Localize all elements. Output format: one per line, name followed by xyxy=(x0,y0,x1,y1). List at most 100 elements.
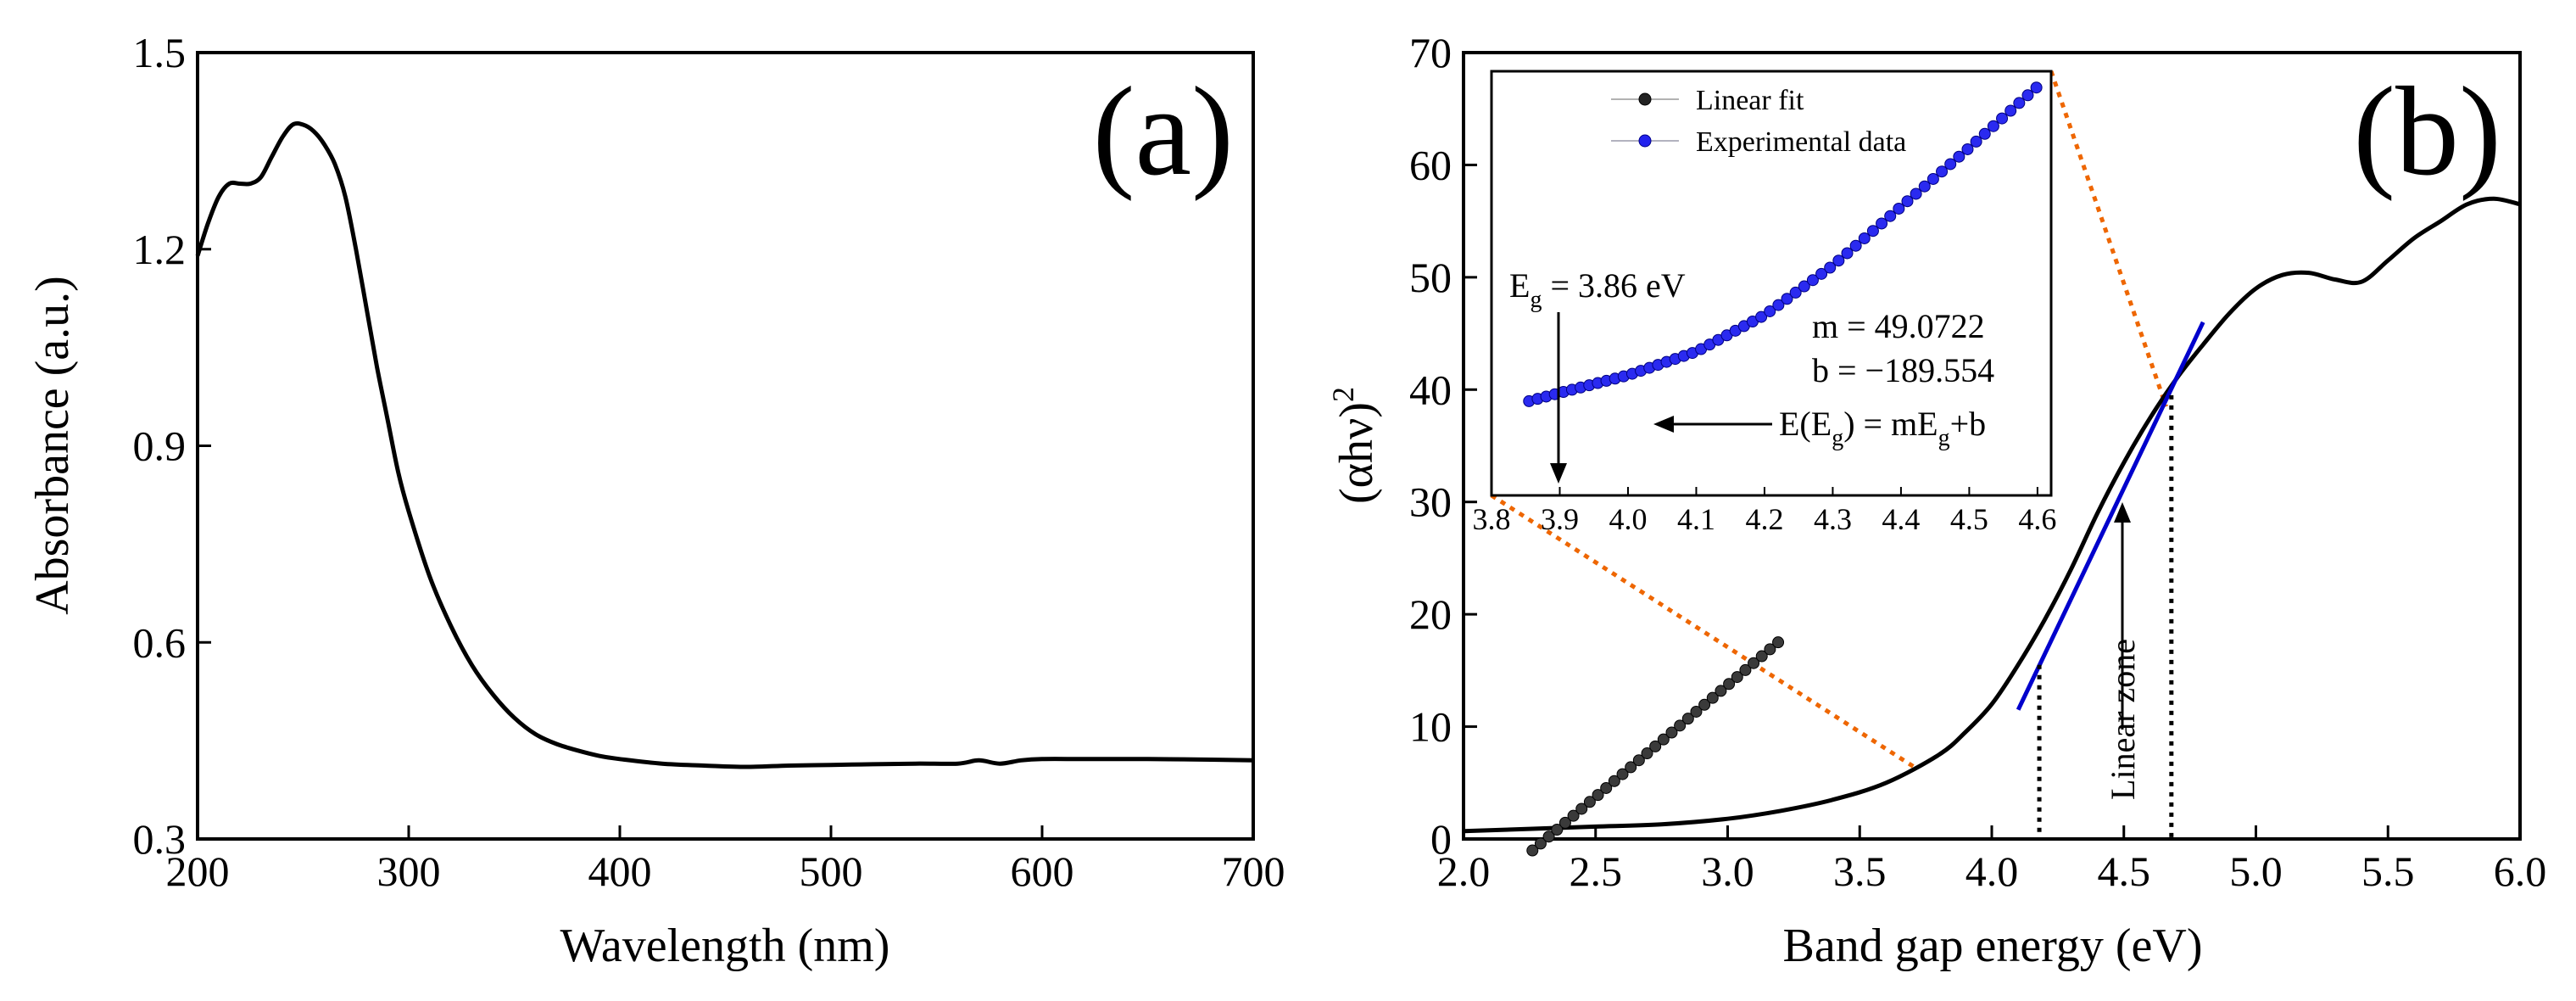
eq-sub2: g xyxy=(1938,425,1950,451)
experimental-point xyxy=(2030,81,2043,94)
panel-b-ytick-label: 40 xyxy=(1409,366,1452,413)
panel-b-xlabel: Band gap energy (eV) xyxy=(1782,920,2202,972)
panel-a-xtick-label: 400 xyxy=(588,847,652,895)
linear-fit-point xyxy=(1698,698,1711,711)
panel-b-ytick-label: 20 xyxy=(1409,590,1452,638)
panel-a-ytick-label: 0.3 xyxy=(133,815,187,863)
linear-fit-point xyxy=(1674,719,1687,732)
linear-zone-label: Linear zone xyxy=(2104,639,2142,800)
experimental-point xyxy=(1996,112,2009,125)
inset-xtick-label: 4.3 xyxy=(1814,502,1852,536)
inset-xtick-label: 4.2 xyxy=(1745,502,1783,536)
eg-arrow-head xyxy=(1550,463,1567,484)
inset-xtick-label: 3.9 xyxy=(1541,502,1579,536)
experimental-point xyxy=(1953,150,1965,163)
experimental-point xyxy=(1824,261,1837,274)
panel-b-ytick-label: 30 xyxy=(1409,478,1452,526)
inset-chart: 3.8 3.9 4.0 4.1 4.2 4.3 4.4 4.5 4.6 Linear fit E… xyxy=(1473,70,2056,857)
experimental-point xyxy=(1772,299,1785,311)
panel-b: 2.0 2.5 3.0 3.5 4.0 4.5 5.0 5.5 6.0 0 10 20 30 40 50 60… xyxy=(1326,29,2546,972)
intercept-b-label: b = −189.554 xyxy=(1812,351,1994,389)
linear-fit-point xyxy=(1772,636,1785,649)
experimental-point xyxy=(1806,274,1819,287)
linear-fit-point xyxy=(1690,705,1703,718)
panel-a-xtick-label: 300 xyxy=(377,847,441,895)
panel-b-ytick-label: 50 xyxy=(1409,254,1452,301)
linear-fit-point xyxy=(1600,781,1613,794)
panel-a-absorbance-curve xyxy=(195,121,1254,769)
panel-a-xlabel: Wavelength (nm) xyxy=(560,920,890,972)
linear-fit-point xyxy=(1723,678,1736,691)
experimental-point xyxy=(2013,97,2026,109)
fit-equation-annotation: E(Eg) = mEg+b xyxy=(1653,405,1986,451)
experimental-point xyxy=(1841,247,1854,260)
linear-fit-point xyxy=(1706,691,1719,704)
linear-fit-point xyxy=(1542,830,1555,843)
panel-b-ytick-label: 0 xyxy=(1430,815,1452,863)
panel-b-dotted-markers xyxy=(2037,394,2174,839)
panel-b-xtick-label: 2.0 xyxy=(1437,847,1491,895)
panel-a-xtick-label: 200 xyxy=(166,847,230,895)
experimental-point xyxy=(1764,305,1776,317)
legend-linear-fit-label: Linear fit xyxy=(1696,85,1804,116)
linear-fit-point xyxy=(1715,685,1727,697)
experimental-point xyxy=(2004,104,2017,117)
panel-b-xtick-label: 4.5 xyxy=(2098,847,2151,895)
inset-xtick-label: 4.4 xyxy=(1882,502,1920,536)
experimental-point xyxy=(1866,225,1879,238)
panel-b-linear-fit-line xyxy=(2016,321,2205,711)
legend-linear-fit-marker xyxy=(1638,92,1652,106)
inset-xtick-label: 4.1 xyxy=(1677,502,1715,536)
eg-annotation: Eg = 3.86 eV xyxy=(1509,266,1686,484)
linear-fit-point xyxy=(1739,663,1752,676)
linear-fit-point xyxy=(1592,789,1604,802)
panel-b-ytick-label: 60 xyxy=(1409,141,1452,188)
experimental-point xyxy=(1884,210,1897,222)
linear-fit-point xyxy=(1649,740,1662,752)
linear-fit-point xyxy=(1764,643,1776,656)
experimental-point xyxy=(1936,165,1949,178)
experimental-point xyxy=(1944,158,1957,171)
linear-fit-point xyxy=(1526,844,1539,857)
eq-suffix: +b xyxy=(1950,405,1987,443)
linear-fit-point xyxy=(1665,726,1678,739)
experimental-point xyxy=(1987,120,1999,132)
linear-fit-point xyxy=(1616,768,1629,780)
panel-b-xtick-label: 5.5 xyxy=(2361,847,2415,895)
experimental-point xyxy=(1832,254,1845,267)
panel-b-zoom-lines xyxy=(1490,70,2168,771)
linear-fit-point xyxy=(1534,837,1547,850)
linear-fit-point xyxy=(1632,754,1645,767)
experimental-point xyxy=(1910,187,1922,200)
experimental-point xyxy=(1858,232,1871,244)
legend-experimental-label: Experimental data xyxy=(1696,126,1906,158)
experimental-point xyxy=(1798,280,1810,293)
panel-a-ytick-label: 0.6 xyxy=(133,618,187,666)
linear-fit-point xyxy=(1641,747,1653,760)
panel-a-xtick-label: 700 xyxy=(1222,847,1285,895)
panel-b-xtick-label: 6.0 xyxy=(2494,847,2547,895)
zoom-line-upper xyxy=(2049,70,2168,407)
inset-xtick-label: 4.0 xyxy=(1609,502,1647,536)
experimental-point xyxy=(1849,239,1862,252)
inset-linear-fit-points xyxy=(1526,636,1785,857)
experimental-point xyxy=(1893,202,1905,215)
fit-equation-label: E(Eg) = mEg+b xyxy=(1779,405,1986,451)
experimental-point xyxy=(1926,172,1939,185)
experimental-point xyxy=(1918,180,1931,193)
linear-fit-point xyxy=(1567,809,1580,822)
experimental-point xyxy=(1961,143,1974,155)
panel-b-xtick-label: 3.0 xyxy=(1701,847,1754,895)
legend-entry-experimental: Experimental data xyxy=(1611,126,1906,158)
experimental-point xyxy=(1789,286,1802,299)
experimental-point xyxy=(1781,293,1793,305)
panel-b-xtick-label: 3.5 xyxy=(1833,847,1887,895)
panel-a-xtick-label: 500 xyxy=(800,847,863,895)
experimental-point xyxy=(2021,89,2034,102)
panel-b-ylabel: (αhν)2 xyxy=(1326,387,1383,504)
linear-fit-point xyxy=(1681,713,1694,725)
panel-b-xtick-label: 2.5 xyxy=(1570,847,1623,895)
panel-b-ytick-label: 10 xyxy=(1409,703,1452,751)
eg-label: Eg = 3.86 eV xyxy=(1509,266,1686,313)
linear-zone-arrow-head xyxy=(2114,502,2131,523)
